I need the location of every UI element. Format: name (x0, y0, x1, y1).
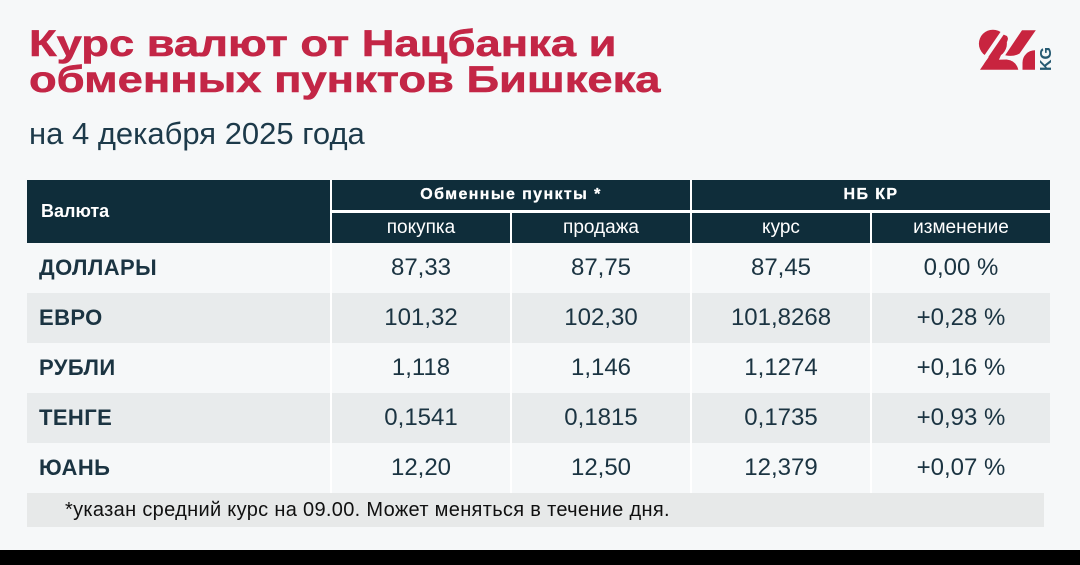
svg-text:KG: KG (1038, 47, 1055, 71)
